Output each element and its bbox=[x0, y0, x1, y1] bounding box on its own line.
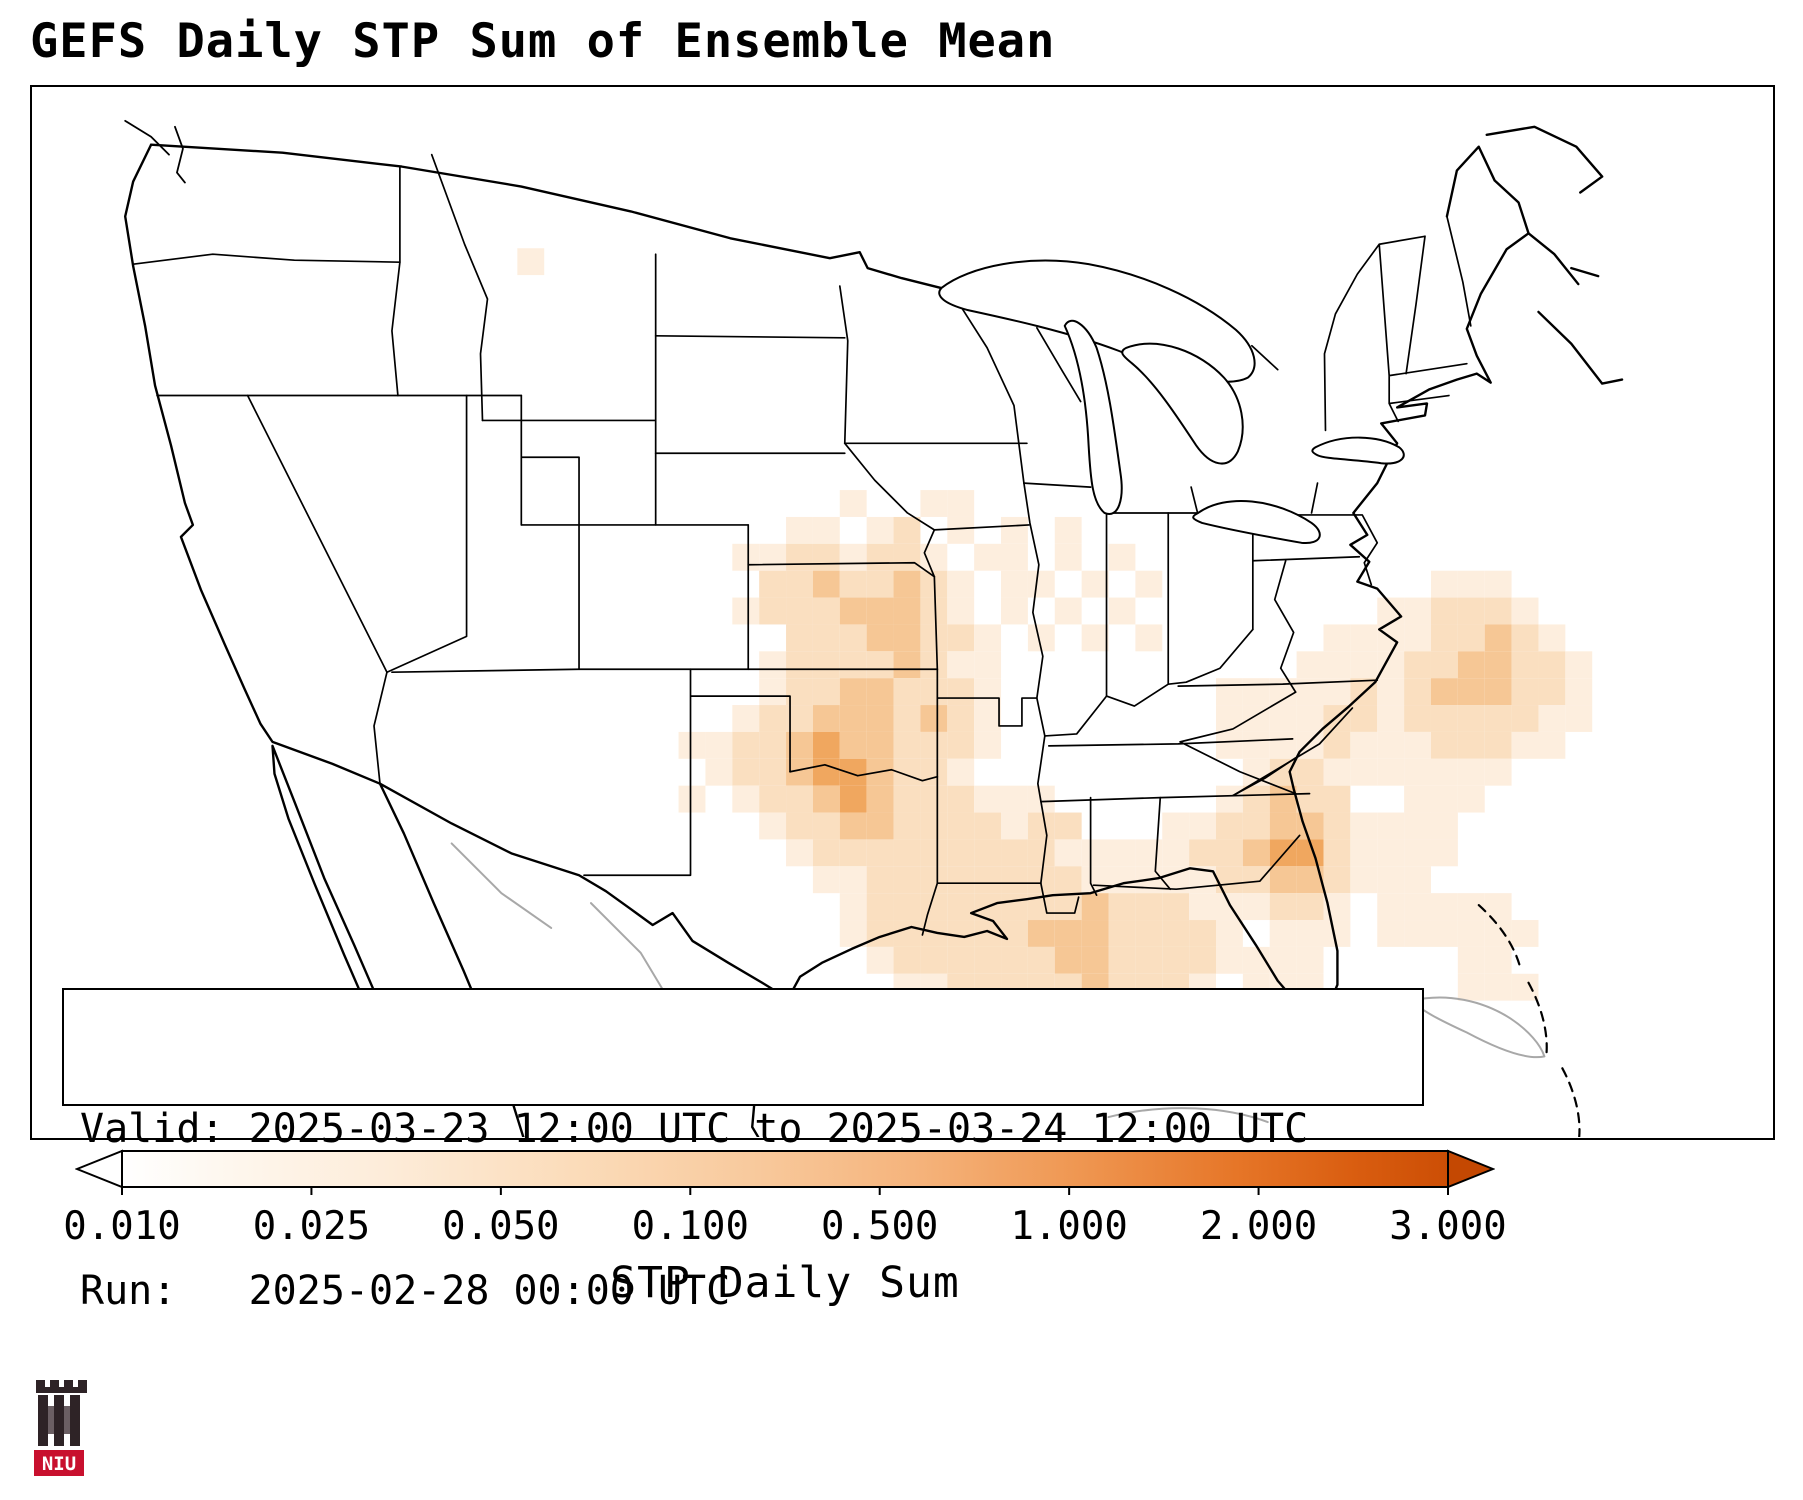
colorbar-tick-label: 0.025 bbox=[252, 1204, 371, 1249]
dashed-islands bbox=[1477, 904, 1581, 1137]
niu-logo: NIU bbox=[34, 1380, 87, 1476]
colorbar-tick-label: 1.000 bbox=[1010, 1204, 1128, 1249]
colorbar-over-arrow bbox=[1447, 1149, 1495, 1189]
colorbar-tick-label: 0.100 bbox=[631, 1204, 749, 1249]
lake-huron bbox=[1121, 342, 1244, 465]
map-panel: Valid: 2025-03-23 12:00 UTC to 2025-03-2… bbox=[30, 85, 1775, 1314]
cuba-outline bbox=[1411, 996, 1546, 1059]
niu-banner bbox=[34, 1450, 84, 1476]
colorbar-tick-label: 0.050 bbox=[442, 1204, 560, 1249]
niu-text: NIU bbox=[42, 1453, 76, 1475]
colorbar-tick-label: 3.000 bbox=[1389, 1204, 1507, 1249]
foreign-boundaries bbox=[450, 842, 1546, 1124]
valid-line: Valid: 2025-03-23 12:00 UTC to 2025-03-2… bbox=[80, 1106, 1309, 1152]
colorbar bbox=[75, 1149, 1495, 1195]
valid-run-info-box: Valid: 2025-03-23 12:00 UTC to 2025-03-2… bbox=[62, 988, 1424, 1314]
colorbar-gradient-bar bbox=[121, 1150, 1449, 1188]
lake-erie bbox=[1192, 499, 1321, 544]
lake-michigan bbox=[1063, 319, 1123, 516]
great-lakes bbox=[938, 259, 1405, 544]
conus-map bbox=[124, 119, 1624, 1137]
run-line: Run: 2025-02-28 00:00 UTC bbox=[80, 1268, 731, 1314]
colorbar-tick-label: 0.010 bbox=[63, 1204, 181, 1249]
state-boundaries bbox=[132, 153, 1472, 936]
colorbar-tick-label: 2.000 bbox=[1199, 1204, 1318, 1249]
colorbar-axis-label: STP Daily Sum bbox=[610, 1258, 960, 1308]
page-title: GEFS Daily STP Sum of Ensemble Mean bbox=[30, 14, 1056, 69]
colorbar-tick-labels: 0.010 0.025 0.050 0.100 0.500 1.000 2.000 3.000 bbox=[63, 1204, 1506, 1250]
castle-icon bbox=[36, 1380, 87, 1446]
lake-ontario bbox=[1311, 436, 1405, 465]
colorbar-tick-label: 0.500 bbox=[821, 1204, 939, 1249]
